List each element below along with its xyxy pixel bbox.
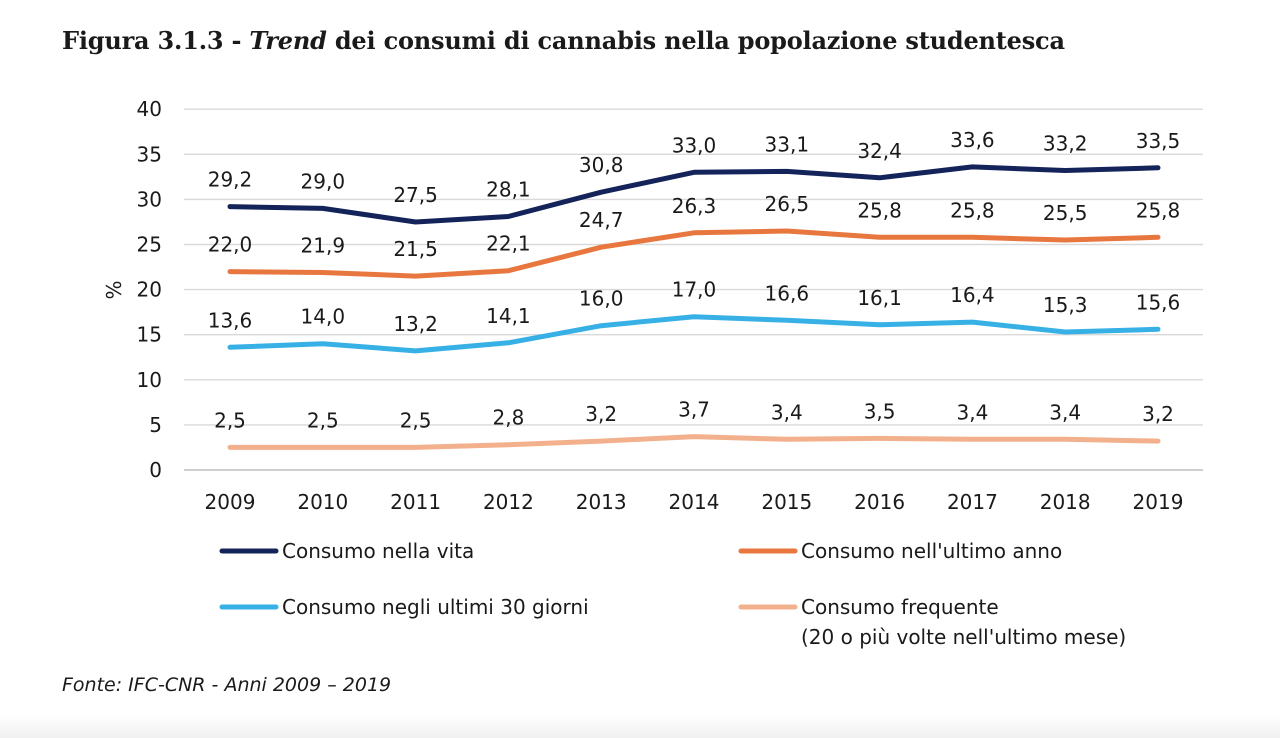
source-note: Fonte: IFC-CNR - Anni 2009 – 2019 bbox=[62, 674, 392, 696]
x-tick-label: 2018 bbox=[1040, 490, 1091, 514]
y-tick-label: 30 bbox=[137, 187, 162, 211]
x-tick-label: 2015 bbox=[761, 490, 812, 514]
data-label: 15,3 bbox=[1043, 293, 1088, 317]
legend-label-2: Consumo nell'ultimo anno bbox=[801, 539, 1062, 563]
y-tick-label: 0 bbox=[149, 458, 162, 482]
x-tick-label: 2012 bbox=[483, 490, 534, 514]
data-label: 14,0 bbox=[301, 305, 346, 329]
gridlines bbox=[184, 108, 1203, 471]
data-label: 16,0 bbox=[579, 287, 624, 311]
x-tick-label: 2009 bbox=[205, 490, 256, 514]
legend-label-1: Consumo nella vita bbox=[282, 539, 474, 563]
data-label: 22,1 bbox=[486, 232, 531, 256]
data-label: 29,0 bbox=[301, 169, 346, 193]
data-label: 3,2 bbox=[1142, 402, 1174, 426]
data-label: 33,5 bbox=[1136, 129, 1181, 153]
y-tick-label: 15 bbox=[137, 323, 162, 347]
y-tick-label: 20 bbox=[137, 278, 162, 302]
data-label: 16,4 bbox=[950, 283, 995, 307]
data-label: 32,4 bbox=[857, 139, 902, 163]
data-label: 2,5 bbox=[400, 408, 432, 432]
legend-label-3: Consumo negli ultimi 30 giorni bbox=[282, 595, 589, 619]
x-axis-ticks: 2009 2010 2011 2012 2013 2014 2015 2016 2017 2018… bbox=[205, 490, 1184, 514]
series-lines bbox=[227, 164, 1161, 450]
y-tick-label: 40 bbox=[137, 97, 162, 121]
data-label: 29,2 bbox=[208, 168, 253, 192]
data-label: 33,2 bbox=[1043, 132, 1088, 156]
y-axis-label: % bbox=[102, 280, 126, 299]
data-label: 26,3 bbox=[672, 194, 717, 218]
x-tick-label: 2013 bbox=[576, 490, 627, 514]
y-tick-label: 25 bbox=[137, 233, 162, 257]
data-label: 22,0 bbox=[208, 233, 253, 257]
x-tick-label: 2017 bbox=[947, 490, 998, 514]
data-label: 3,7 bbox=[678, 398, 710, 422]
data-label: 27,5 bbox=[393, 183, 438, 207]
title-rest: dei consumi di cannabis nella popolazion… bbox=[326, 26, 1065, 55]
y-axis-ticks: 0 5 10 15 20 25 30 35 40 bbox=[137, 97, 162, 482]
data-label: 21,5 bbox=[393, 237, 438, 261]
legend-label-4-line2: (20 o più volte nell'ultimo mese) bbox=[801, 625, 1126, 649]
y-tick-label: 35 bbox=[137, 142, 162, 166]
data-label: 25,8 bbox=[857, 198, 902, 222]
y-tick-label: 10 bbox=[137, 368, 162, 392]
data-label: 3,4 bbox=[771, 400, 803, 424]
data-label: 2,5 bbox=[307, 408, 339, 432]
data-label: 30,8 bbox=[579, 153, 624, 177]
data-label: 25,5 bbox=[1043, 201, 1088, 225]
data-label: 2,8 bbox=[492, 406, 524, 430]
title-prefix: Figura 3.1.3 - bbox=[62, 26, 250, 55]
data-label: 16,6 bbox=[765, 281, 810, 305]
title-italic: Trend bbox=[249, 26, 327, 55]
data-label: 25,8 bbox=[1136, 198, 1181, 222]
data-label: 24,7 bbox=[579, 208, 624, 232]
data-label: 14,1 bbox=[486, 304, 531, 328]
data-label: 15,6 bbox=[1136, 290, 1181, 314]
data-label: 26,5 bbox=[765, 192, 810, 216]
data-labels: 29,2 29,0 27,5 28,1 30,8 33,0 33,1 32,4 33,6 33,2… bbox=[208, 128, 1181, 433]
series-line-1 bbox=[227, 164, 1161, 225]
legend: Consumo nella vita Consumo nell'ultimo an… bbox=[219, 539, 1126, 649]
data-label: 16,1 bbox=[857, 286, 902, 310]
data-label: 21,9 bbox=[301, 233, 346, 257]
data-label: 28,1 bbox=[486, 178, 531, 202]
data-label: 33,1 bbox=[765, 132, 810, 156]
data-label: 17,0 bbox=[672, 278, 717, 302]
series-line-2 bbox=[227, 228, 1161, 279]
y-tick-label: 5 bbox=[149, 413, 162, 437]
data-label: 33,6 bbox=[950, 128, 995, 152]
data-label: 3,5 bbox=[864, 399, 896, 423]
data-label: 3,2 bbox=[585, 402, 617, 426]
data-label: 3,4 bbox=[956, 400, 988, 424]
x-tick-label: 2011 bbox=[390, 490, 441, 514]
data-label: 13,2 bbox=[393, 312, 438, 336]
x-tick-label: 2019 bbox=[1133, 490, 1184, 514]
series-line-4 bbox=[227, 434, 1161, 450]
data-label: 13,6 bbox=[208, 308, 253, 332]
page-bottom-edge bbox=[0, 714, 1280, 738]
data-label: 25,8 bbox=[950, 198, 995, 222]
chart-title: Figura 3.1.3 - Trend dei consumi di cann… bbox=[62, 26, 1065, 55]
series-line-3 bbox=[227, 314, 1161, 354]
x-tick-label: 2014 bbox=[669, 490, 720, 514]
x-tick-label: 2010 bbox=[297, 490, 348, 514]
legend-label-4: Consumo frequente bbox=[801, 595, 999, 619]
data-label: 33,0 bbox=[672, 133, 717, 157]
data-label: 3,4 bbox=[1049, 400, 1081, 424]
x-tick-label: 2016 bbox=[854, 490, 905, 514]
data-label: 2,5 bbox=[214, 408, 246, 432]
